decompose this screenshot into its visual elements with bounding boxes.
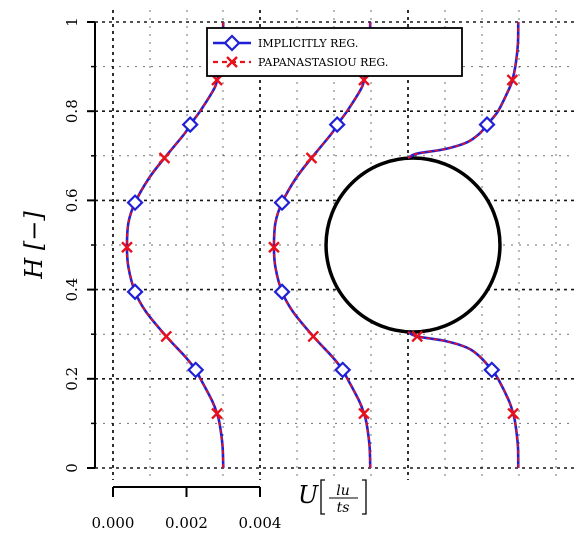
x-tick-label: 0.004 [239, 514, 282, 532]
y-tick-label: 0.8 [63, 99, 81, 123]
marker-papanastasiou [506, 74, 519, 86]
marker-papanastasiou [307, 330, 320, 343]
marker-papanastasiou-stroke [158, 152, 171, 164]
marker-papanastasiou [160, 330, 173, 343]
marker-papanastasiou-stroke [506, 74, 519, 86]
marker-papanastasiou-stroke [307, 330, 320, 343]
marker-papanastasiou [268, 241, 280, 254]
marker-papanastasiou-stroke [507, 407, 519, 420]
line-papanastasiou-downstream [407, 21, 520, 159]
marker-papanastasiou [305, 152, 318, 164]
legend-label-papanastasiou: PAPANASTASIOU REG. [258, 56, 388, 69]
marker-implicit [181, 116, 199, 134]
marker-papanastasiou-stroke [305, 152, 318, 164]
marker-implicit [478, 116, 496, 134]
marker-papanastasiou-stroke [268, 241, 280, 254]
marker-implicit [273, 194, 291, 212]
obstacle-circle [324, 156, 502, 334]
marker-papanastasiou [226, 56, 238, 68]
y-tick-label: 0.4 [63, 278, 81, 302]
y-axis-title: H [−] [20, 211, 48, 280]
obstacle-layer [324, 156, 502, 334]
marker-papanastasiou-stroke [358, 407, 370, 420]
x-bracket-right [362, 479, 367, 515]
marker-implicit [126, 283, 144, 301]
y-tick-label: 0 [63, 463, 81, 473]
marker-implicit [483, 361, 501, 379]
marker-implicit [334, 361, 352, 379]
marker-implicit [126, 194, 144, 212]
series-markers [121, 74, 519, 420]
marker-implicit [273, 283, 291, 301]
x-bracket-left [320, 479, 325, 515]
marker-implicit [187, 361, 205, 379]
y-tick-label: 0.6 [63, 188, 81, 212]
grid [95, 10, 575, 480]
x-tick-label: 0.000 [92, 514, 135, 532]
marker-papanastasiou-stroke [121, 241, 133, 254]
line-implicit-downstream [407, 330, 520, 469]
marker-papanastasiou [358, 407, 370, 420]
x-axis-title-den: ts [337, 500, 350, 516]
legend: IMPLICITLY REG. PAPANASTASIOU REG. [206, 27, 463, 77]
marker-papanastasiou [158, 152, 171, 164]
marker-papanastasiou-stroke [411, 330, 424, 343]
marker-papanastasiou [211, 407, 223, 420]
marker-papanastasiou [411, 330, 424, 343]
marker-papanastasiou [507, 407, 519, 420]
y-tick-label: 0.2 [63, 367, 81, 391]
x-axis-title-var: U [298, 481, 319, 509]
x-tick-label: 0.002 [165, 514, 208, 532]
marker-papanastasiou-stroke [160, 330, 173, 343]
x-axis-title-num: lu [336, 483, 350, 499]
axes [87, 21, 261, 497]
marker-implicit [328, 116, 346, 134]
marker-papanastasiou [121, 241, 133, 254]
marker-implicit [223, 34, 241, 52]
marker-papanastasiou-stroke [211, 407, 223, 420]
legend-box [206, 27, 463, 77]
line-papanastasiou-downstream [407, 331, 520, 469]
y-tick-label: 1 [63, 17, 81, 27]
marker-papanastasiou-stroke [226, 56, 238, 68]
legend-label-implicit: IMPLICITLY REG. [258, 37, 358, 50]
